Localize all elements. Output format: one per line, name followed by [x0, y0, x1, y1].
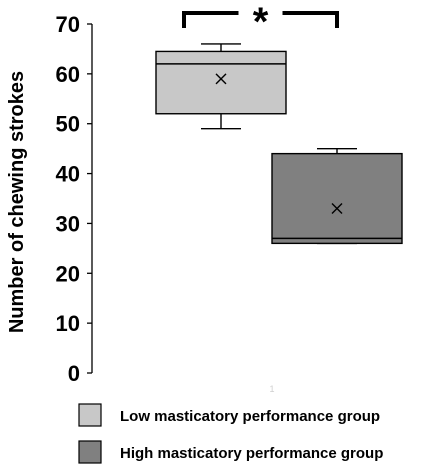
- x-tick-label: 1: [269, 384, 274, 394]
- y-tick-label: 30: [56, 211, 80, 236]
- y-tick-label: 60: [56, 62, 80, 87]
- mean-marker: [331, 202, 343, 214]
- legend-label: High masticatory performance group: [120, 445, 383, 462]
- legend-swatch: [78, 440, 102, 464]
- legend-swatch: [78, 403, 102, 427]
- legend: Low masticatory performance group High ma…: [78, 403, 383, 464]
- box-1: [155, 43, 287, 130]
- y-tick-label: 40: [56, 162, 80, 187]
- bracket-right: [282, 11, 339, 28]
- box-rect: [271, 152, 403, 245]
- y-tick-label: 70: [56, 12, 80, 37]
- bracket-left: [182, 11, 239, 28]
- legend-label: Low masticatory performance group: [120, 408, 380, 425]
- y-axis-title: Number of chewing strokes: [6, 71, 28, 333]
- box-rect: [155, 50, 287, 115]
- legend-item: Low masticatory performance group: [78, 403, 380, 427]
- mean-marker-stroke: [331, 202, 343, 214]
- y-tick-label: 20: [56, 261, 80, 286]
- plot-area: 0 10 20 30 40 50 60 70 1 *: [56, 0, 403, 394]
- y-tick-label: 0: [68, 361, 80, 386]
- box-2: [271, 147, 403, 245]
- y-tick-label: 50: [56, 112, 80, 137]
- significance-label: *: [253, 0, 269, 44]
- mean-marker-stroke: [215, 73, 227, 85]
- significance-bracket: *: [182, 0, 339, 44]
- mean-marker: [215, 73, 227, 85]
- y-tick-label: 10: [56, 311, 80, 336]
- legend-item: High masticatory performance group: [78, 440, 383, 464]
